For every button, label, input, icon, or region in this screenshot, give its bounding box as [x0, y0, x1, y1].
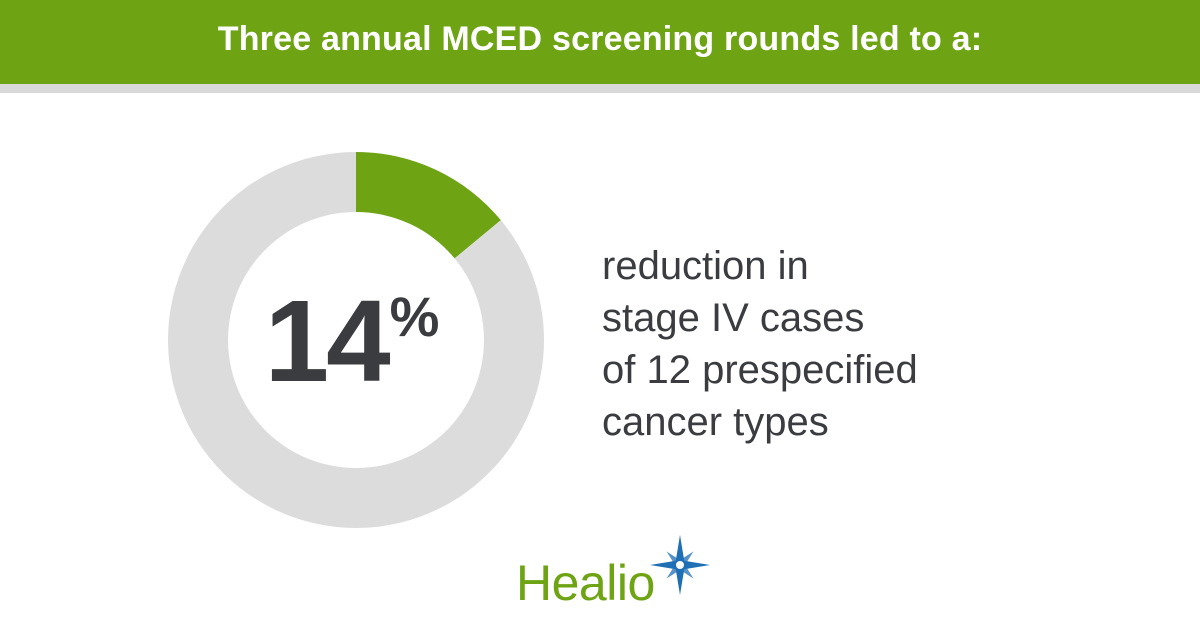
stat-percent-sign: %: [389, 285, 440, 348]
stat-value: 14 %: [166, 150, 546, 530]
description-line-1: reduction in: [602, 244, 809, 288]
description-line-3: of 12 prespecified: [602, 348, 918, 392]
stat-description: reduction in stage IV cases of 12 prespe…: [602, 240, 1162, 448]
healio-logo: Healio: [516, 535, 711, 611]
donut-slice-remainder: [167, 152, 545, 528]
description-line-4: cancer types: [602, 400, 829, 444]
stat-number: 14: [264, 276, 391, 406]
description-line-2: stage IV cases: [602, 296, 865, 340]
donut-chart: [166, 150, 546, 530]
header-banner: Three annual MCED screening rounds led t…: [0, 0, 1200, 84]
donut-chart-svg: [167, 152, 545, 528]
donut-slice-reduction: [356, 152, 501, 259]
header-divider: [0, 84, 1200, 93]
star-icon: [649, 535, 710, 595]
logo-wordmark: Healio: [516, 555, 655, 611]
header-title: Three annual MCED screening rounds led t…: [217, 19, 983, 58]
